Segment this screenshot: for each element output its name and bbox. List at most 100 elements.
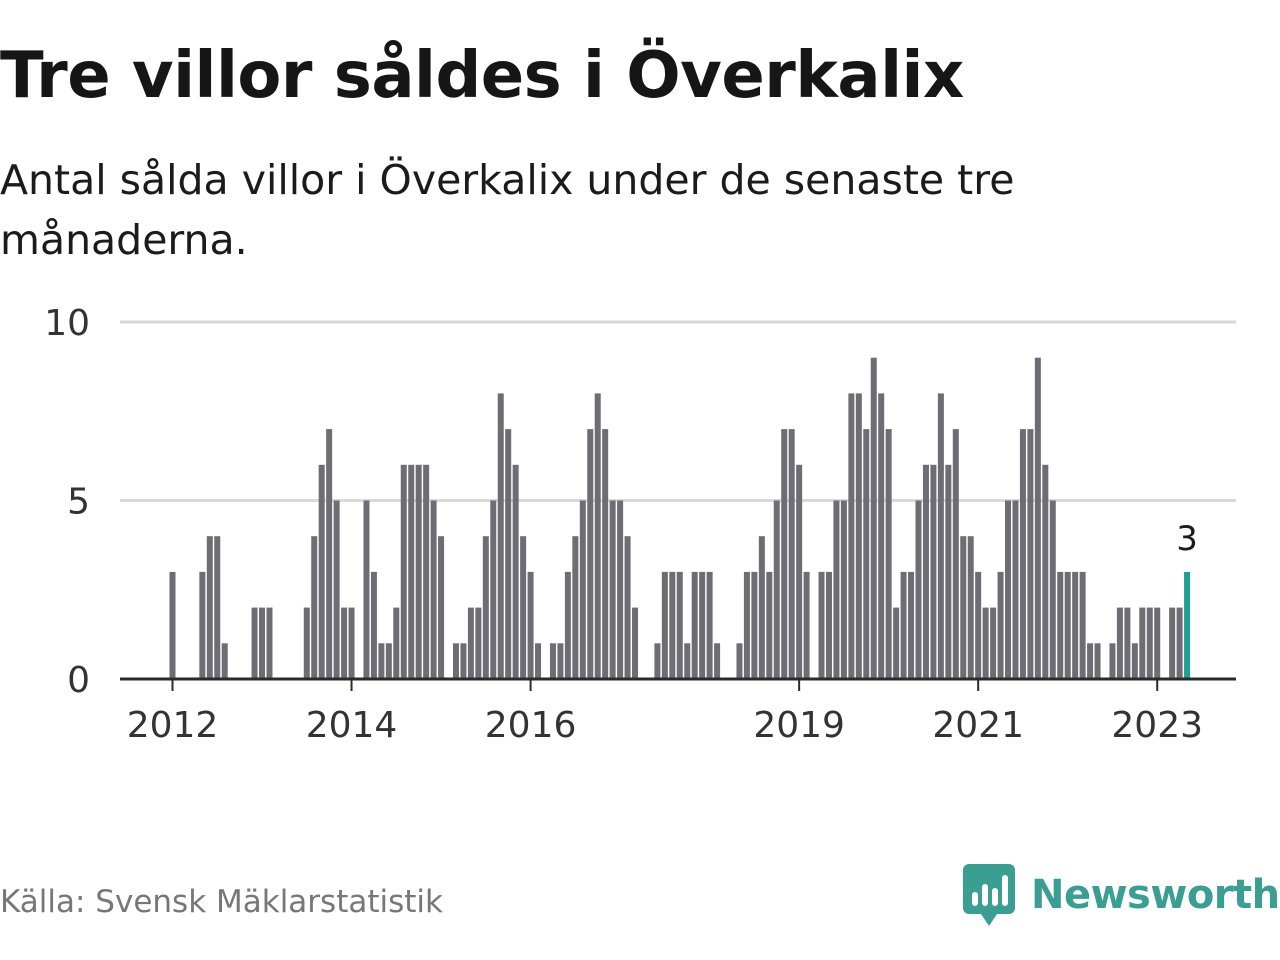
bar <box>333 500 340 679</box>
bar <box>1049 500 1056 679</box>
x-tick-label: 2016 <box>485 705 577 746</box>
bar <box>781 429 788 679</box>
bar <box>609 500 616 679</box>
x-tick-label: 2014 <box>306 705 398 746</box>
bar <box>1079 571 1086 679</box>
bar <box>878 393 885 679</box>
bar <box>370 571 377 679</box>
bar <box>602 429 609 679</box>
bar <box>714 643 721 679</box>
bar <box>699 571 706 679</box>
page-title: Tre villor såldes i Överkalix <box>0 39 964 113</box>
bar <box>967 536 974 679</box>
bar <box>825 571 832 679</box>
source-credit: Källa: Svensk Mäklarstatistik <box>0 884 443 920</box>
bar <box>572 536 579 679</box>
y-tick-label: 5 <box>67 482 90 523</box>
bar <box>960 536 967 679</box>
bar <box>214 536 221 679</box>
y-tick-label: 10 <box>44 303 90 344</box>
bar-highlighted <box>1184 571 1191 679</box>
bar <box>990 607 997 679</box>
bar <box>520 536 527 679</box>
bar <box>818 571 825 679</box>
bar <box>945 464 952 679</box>
brand-logo: Newsworthy <box>963 862 1280 928</box>
bar <box>318 464 325 679</box>
bar <box>654 643 661 679</box>
grid-lines <box>120 320 1236 502</box>
bar <box>1042 464 1049 679</box>
bar <box>758 536 765 679</box>
bar <box>1012 500 1019 679</box>
bar <box>169 571 176 679</box>
bar-chart: 0 5 10 2012 2014 2016 2019 2021 2023 3 <box>44 303 1236 746</box>
bar <box>736 643 743 679</box>
bar <box>1169 607 1176 679</box>
bar <box>930 464 937 679</box>
bar <box>1072 571 1079 679</box>
bar <box>684 643 691 679</box>
bar <box>482 536 489 679</box>
bar <box>206 536 213 679</box>
bar <box>378 643 385 679</box>
bar <box>788 429 795 679</box>
chart-subtitle: Antal sålda villor i Överkalix under de … <box>0 156 1015 264</box>
bar <box>1087 643 1094 679</box>
bar <box>251 607 258 679</box>
x-tick-label: 2021 <box>932 705 1024 746</box>
bar <box>975 571 982 679</box>
bar <box>1146 607 1153 679</box>
bar <box>840 500 847 679</box>
bar <box>594 393 601 679</box>
bar <box>303 607 310 679</box>
data-labels: 3 <box>1176 519 1198 559</box>
bar <box>1154 607 1161 679</box>
bar <box>512 464 519 679</box>
bar <box>430 500 437 679</box>
bar <box>579 500 586 679</box>
bar <box>1027 429 1034 679</box>
bar <box>452 643 459 679</box>
bar <box>393 607 400 679</box>
bar <box>669 571 676 679</box>
bar <box>400 464 407 679</box>
bar <box>863 429 870 679</box>
bar <box>259 607 266 679</box>
bar <box>848 393 855 679</box>
bar <box>341 607 348 679</box>
bar <box>855 393 862 679</box>
bar <box>221 643 228 679</box>
bar <box>1005 500 1012 679</box>
bar <box>415 464 422 679</box>
bar <box>937 393 944 679</box>
bar <box>922 464 929 679</box>
bar <box>624 536 631 679</box>
bar <box>997 571 1004 679</box>
bar <box>1176 607 1183 679</box>
bar <box>1064 571 1071 679</box>
bar <box>527 571 534 679</box>
y-tick-label: 0 <box>67 660 90 701</box>
brand-name: Newsworthy <box>1031 872 1280 918</box>
x-tick-label: 2019 <box>753 705 845 746</box>
bar <box>893 607 900 679</box>
bar <box>467 607 474 679</box>
bar <box>1116 607 1123 679</box>
bar <box>535 643 542 679</box>
x-tick-label: 2023 <box>1111 705 1203 746</box>
bar <box>326 429 333 679</box>
x-tick-label: 2012 <box>127 705 219 746</box>
bar <box>199 571 206 679</box>
bar <box>490 500 497 679</box>
bar <box>1124 607 1131 679</box>
bar <box>311 536 318 679</box>
newsworthy-logo-icon <box>963 864 1015 926</box>
bar <box>505 429 512 679</box>
bar <box>438 536 445 679</box>
bar <box>408 464 415 679</box>
bar <box>385 643 392 679</box>
bar <box>1019 429 1026 679</box>
x-axis-ticks: 2012 2014 2016 2019 2021 2023 <box>127 679 1203 746</box>
bar <box>743 571 750 679</box>
